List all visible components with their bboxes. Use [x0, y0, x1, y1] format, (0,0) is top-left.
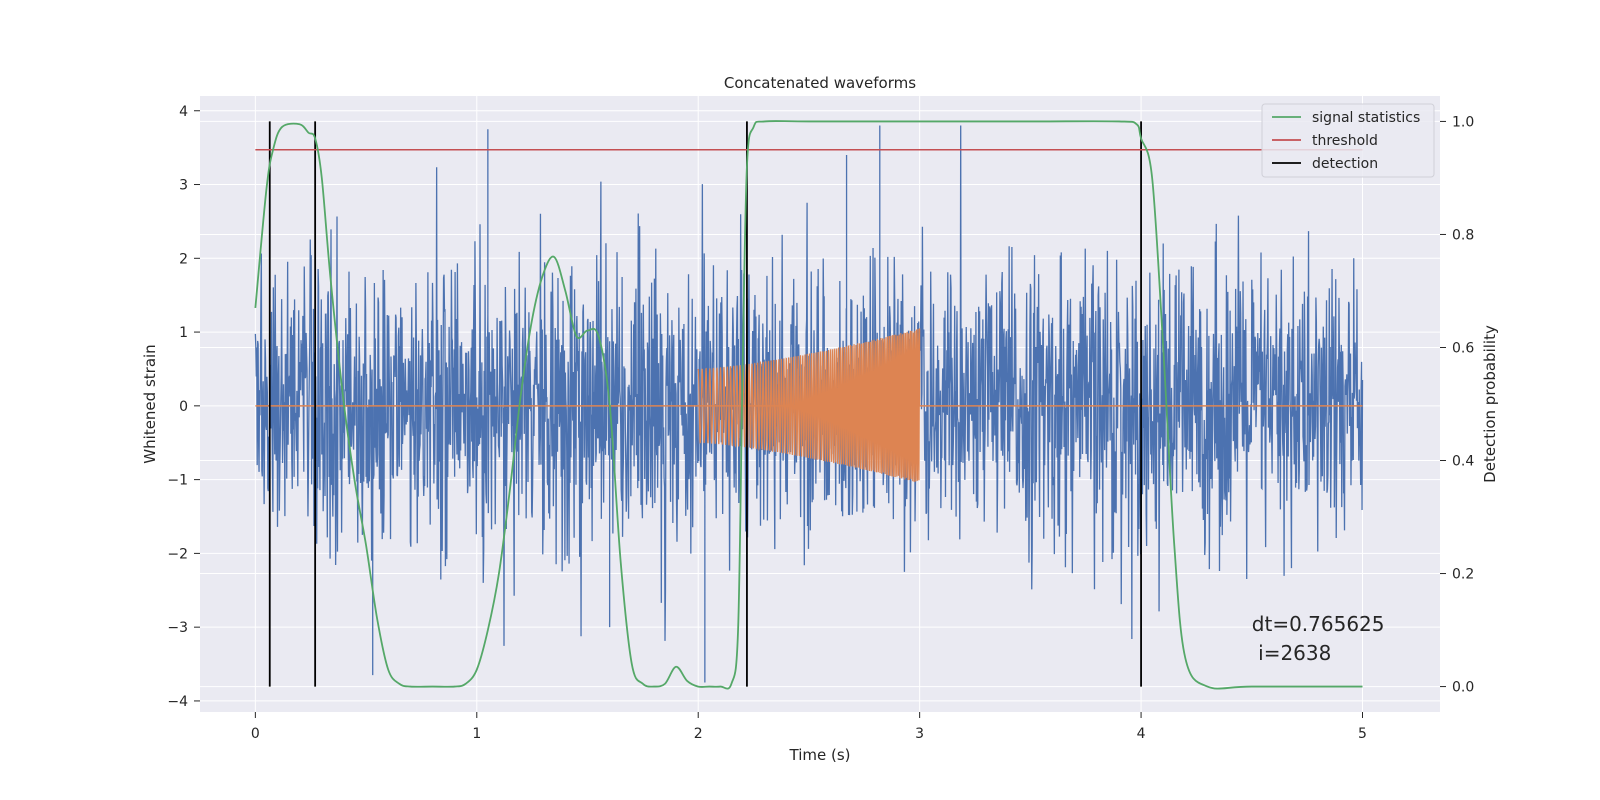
annotation-dt: dt=0.765625: [1252, 612, 1385, 636]
y-tick-label: −1: [167, 473, 188, 489]
y-tick-label: 2: [179, 251, 188, 267]
y2-tick-label: 0.6: [1452, 340, 1474, 356]
y2-tick-label: 1.0: [1452, 114, 1474, 130]
detection-series: [268, 121, 1142, 687]
x-axis-label: Time (s): [789, 746, 851, 764]
legend-box: [1261, 103, 1435, 178]
y2-tick-label: 0.8: [1452, 227, 1474, 243]
signal-statistics-line: [254, 120, 1363, 690]
x-tick-label: 2: [694, 726, 703, 742]
legend-label-signal-statistics: signal statistics: [1312, 110, 1420, 126]
y2-tick-label: 0.4: [1452, 454, 1474, 470]
x-tick-label: 0: [251, 726, 260, 742]
y-axis-label: Whitened strain: [141, 344, 159, 463]
y-tick-label: 3: [179, 178, 188, 194]
injected-signal-series: [255, 328, 1363, 482]
y-tick-label: 0: [179, 399, 188, 415]
left-axis: −4 −3 −2 −1 0 1 2 3 4: [167, 104, 200, 710]
chart-title: Concatenated waveforms: [724, 74, 916, 92]
y-tick-label: 1: [179, 325, 188, 341]
x-tick-label: 5: [1358, 726, 1367, 742]
y-tick-label: −3: [167, 620, 188, 636]
x-tick-label: 4: [1137, 726, 1146, 742]
y-tick-label: −2: [167, 546, 188, 562]
y-tick-label: −4: [167, 694, 188, 710]
x-tick-label: 3: [915, 726, 924, 742]
y2-axis-label: Detection probability: [1481, 325, 1499, 483]
injected-signal-line: [697, 328, 921, 482]
right-axis: 0.0 0.2 0.4 0.6 0.8 1.0: [1440, 114, 1474, 696]
y-tick-label: 4: [179, 104, 188, 120]
legend-label-threshold: threshold: [1312, 133, 1378, 149]
legend-label-detection: detection: [1312, 156, 1378, 172]
signal-statistics-series: [254, 120, 1363, 690]
x-tick-label: 1: [472, 726, 481, 742]
x-axis: 0 1 2 3 4 5: [251, 712, 1367, 742]
y2-tick-label: 0.0: [1452, 680, 1474, 696]
y2-tick-label: 0.2: [1452, 567, 1474, 583]
legend: signal statistics threshold detection: [1261, 103, 1435, 178]
annotation-i: i=2638: [1252, 641, 1332, 665]
